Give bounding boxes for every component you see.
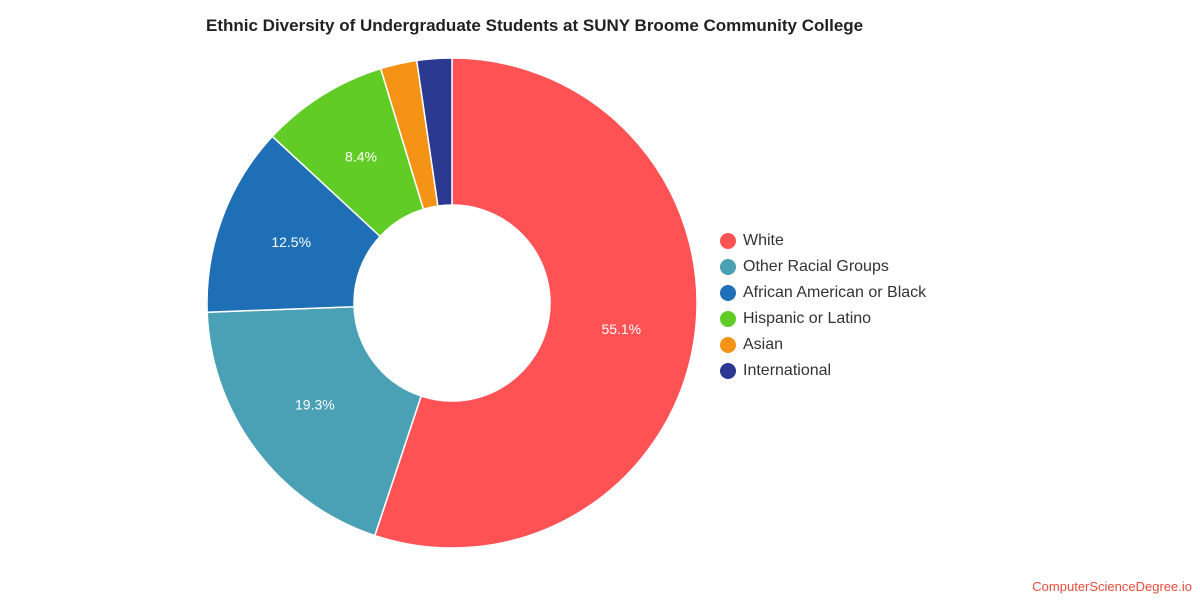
chart-title: Ethnic Diversity of Undergraduate Studen… bbox=[206, 16, 864, 35]
slice-african-american-or-black bbox=[206, 135, 382, 314]
legend-label-african-american-or-black: African American or Black bbox=[743, 284, 927, 301]
legend-swatch-white bbox=[720, 233, 736, 249]
slice-label-african-american-or-black: 12.5% bbox=[271, 234, 311, 250]
slice-label-other-racial-groups: 19.3% bbox=[295, 397, 335, 413]
watermark: ComputerScienceDegree.io bbox=[1032, 579, 1192, 594]
legend-label-other-racial-groups: Other Racial Groups bbox=[743, 258, 889, 275]
slice-other-racial-groups bbox=[206, 305, 423, 537]
legend-swatch-international bbox=[720, 363, 736, 379]
legend-swatch-african-american-or-black bbox=[720, 285, 736, 301]
slice-label-white: 55.1% bbox=[601, 321, 641, 337]
legend-swatch-asian bbox=[720, 337, 736, 353]
legend-item-international: International bbox=[720, 358, 926, 384]
legend-swatch-hispanic-or-latino bbox=[720, 311, 736, 327]
chart-legend: White Other Racial Groups African American… bbox=[720, 228, 926, 384]
legend-item-hispanic-or-latino: Hispanic or Latino bbox=[720, 306, 926, 332]
slice-white bbox=[373, 57, 698, 549]
slice-international bbox=[415, 57, 453, 207]
legend-item-asian: Asian bbox=[720, 332, 926, 358]
slice-label-hispanic-or-latino: 8.4% bbox=[345, 148, 377, 164]
legend-swatch-other-racial-groups bbox=[720, 259, 736, 275]
legend-item-other-racial-groups: Other Racial Groups bbox=[720, 254, 926, 280]
legend-label-asian: Asian bbox=[743, 336, 784, 353]
legend-label-white: White bbox=[743, 232, 784, 249]
legend-label-hispanic-or-latino: Hispanic or Latino bbox=[743, 310, 872, 327]
legend-item-african-american-or-black: African American or Black bbox=[720, 280, 926, 306]
legend-item-white: White bbox=[720, 228, 926, 254]
legend-label-international: International bbox=[743, 362, 832, 379]
